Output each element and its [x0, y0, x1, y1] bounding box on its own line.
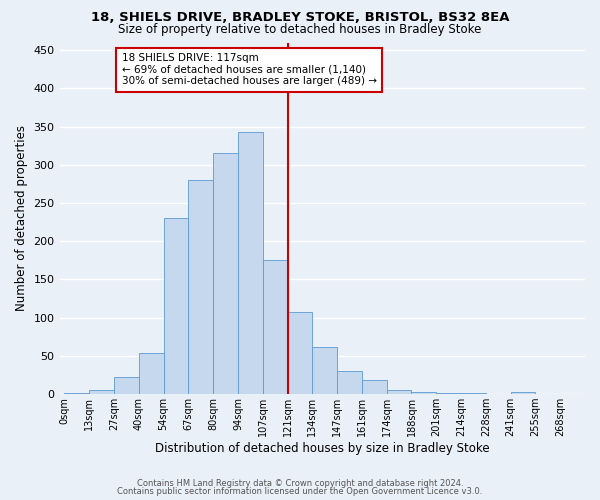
X-axis label: Distribution of detached houses by size in Bradley Stoke: Distribution of detached houses by size …: [155, 442, 490, 455]
Y-axis label: Number of detached properties: Number of detached properties: [15, 126, 28, 312]
Bar: [511, 392, 535, 394]
Bar: [114, 378, 139, 394]
Bar: [461, 392, 486, 394]
Text: Size of property relative to detached houses in Bradley Stoke: Size of property relative to detached ho…: [118, 22, 482, 36]
Bar: [387, 390, 412, 394]
Text: Contains public sector information licensed under the Open Government Licence v3: Contains public sector information licen…: [118, 487, 482, 496]
Bar: [412, 392, 436, 394]
Bar: [139, 353, 164, 394]
Bar: [362, 380, 387, 394]
Bar: [436, 392, 461, 394]
Bar: [164, 218, 188, 394]
Bar: [64, 392, 89, 394]
Text: Contains HM Land Registry data © Crown copyright and database right 2024.: Contains HM Land Registry data © Crown c…: [137, 478, 463, 488]
Bar: [238, 132, 263, 394]
Text: 18, SHIELS DRIVE, BRADLEY STOKE, BRISTOL, BS32 8EA: 18, SHIELS DRIVE, BRADLEY STOKE, BRISTOL…: [91, 11, 509, 24]
Bar: [287, 312, 313, 394]
Text: 18 SHIELS DRIVE: 117sqm
← 69% of detached houses are smaller (1,140)
30% of semi: 18 SHIELS DRIVE: 117sqm ← 69% of detache…: [122, 53, 377, 86]
Bar: [188, 180, 213, 394]
Bar: [337, 371, 362, 394]
Bar: [89, 390, 114, 394]
Bar: [263, 260, 287, 394]
Bar: [213, 154, 238, 394]
Bar: [313, 347, 337, 394]
